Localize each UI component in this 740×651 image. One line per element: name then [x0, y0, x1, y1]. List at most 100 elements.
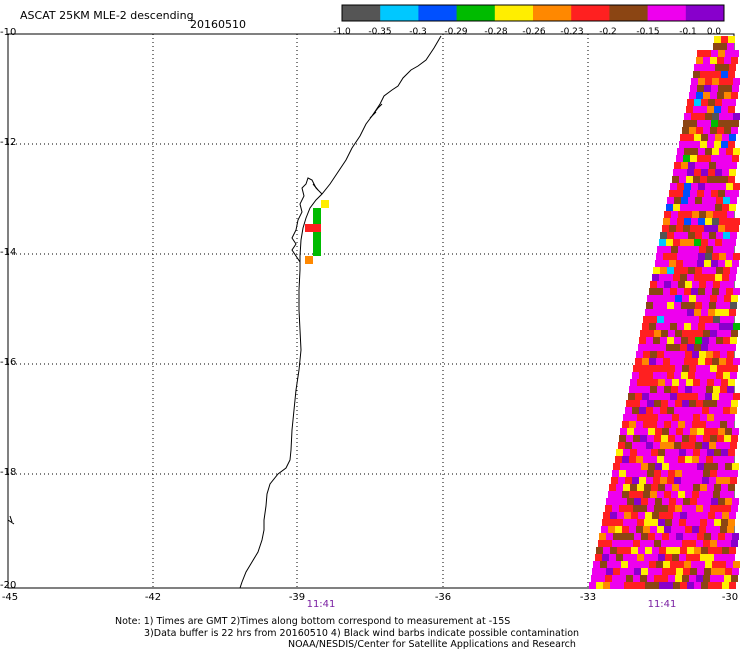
swath-cell	[696, 575, 703, 582]
swath-cell	[633, 365, 640, 372]
swath-cell	[638, 547, 645, 554]
swath-cell	[699, 456, 706, 463]
swath-cell	[717, 127, 724, 134]
swath-cell	[672, 176, 679, 183]
swath-cell	[698, 288, 705, 295]
swath-cell	[673, 547, 680, 554]
swath-cell	[706, 211, 713, 218]
swath-cell	[635, 393, 642, 400]
swath-cell	[717, 435, 724, 442]
swath-cell	[642, 561, 649, 568]
swath-cell	[728, 519, 735, 526]
swath-cell	[707, 554, 714, 561]
swath-cell	[730, 267, 737, 274]
swath-cell	[589, 582, 596, 589]
swath-cell	[686, 519, 693, 526]
swath-cell	[710, 470, 717, 477]
swath-cell	[591, 575, 598, 582]
swath-cell	[613, 498, 620, 505]
swath-cell	[672, 379, 679, 386]
swath-cell	[671, 281, 678, 288]
swath-cell	[703, 57, 710, 64]
swath-cell	[645, 512, 652, 519]
swath-cell	[670, 393, 677, 400]
swath-cell	[730, 197, 737, 204]
swath-cell	[664, 456, 671, 463]
swath-cell	[596, 547, 603, 554]
swath-cell	[636, 456, 643, 463]
swath-cell	[723, 232, 730, 239]
swath-cell	[611, 477, 618, 484]
swath-cell	[715, 64, 722, 71]
swath-cell	[664, 421, 671, 428]
swath-cell	[705, 113, 712, 120]
swath-cell	[723, 477, 730, 484]
swath-cell	[666, 309, 673, 316]
swath-cell	[685, 281, 692, 288]
swath-cell	[692, 386, 699, 393]
swath-cell	[704, 190, 711, 197]
swath-cell	[645, 582, 652, 589]
swath-cell	[673, 309, 680, 316]
swath-cell	[708, 512, 715, 519]
swath-cell	[641, 568, 648, 575]
swath-cell	[676, 568, 683, 575]
swath-cell	[626, 470, 633, 477]
swath-cell	[704, 428, 711, 435]
swath-cell	[702, 302, 709, 309]
swath-cell	[633, 575, 640, 582]
swath-cell	[619, 575, 626, 582]
swath-cell	[643, 386, 650, 393]
swath-cell	[713, 421, 720, 428]
swath-cell	[646, 407, 653, 414]
swath-cell	[626, 400, 633, 407]
swath-cell	[676, 428, 683, 435]
swath-cell	[667, 477, 674, 484]
swath-cell	[718, 50, 725, 57]
swath-cell	[707, 176, 714, 183]
swath-cell	[648, 428, 655, 435]
swath-cell	[654, 330, 661, 337]
swath-cell	[699, 526, 706, 533]
swath-cell	[657, 281, 664, 288]
swath-cell	[727, 316, 734, 323]
swath-cell	[700, 71, 707, 78]
swath-cell	[722, 134, 729, 141]
swath-cell	[703, 127, 710, 134]
swath-cell	[607, 561, 614, 568]
swath-cell	[695, 302, 702, 309]
swath-cell	[672, 449, 679, 456]
swath-cell	[637, 484, 644, 491]
swath-cell	[715, 309, 722, 316]
swath-cell	[690, 533, 697, 540]
swath-cell	[603, 547, 610, 554]
swath-cell	[729, 134, 736, 141]
swath-cell	[727, 281, 734, 288]
swath-cell	[728, 36, 735, 43]
swath-cell	[723, 197, 730, 204]
swath-cell	[668, 330, 675, 337]
swath-cell	[674, 407, 681, 414]
swath-cell	[713, 386, 720, 393]
swath-cell	[639, 442, 646, 449]
swath-cell	[671, 211, 678, 218]
swath-cell	[696, 505, 703, 512]
swath-cell	[696, 295, 703, 302]
swath-cell	[649, 358, 656, 365]
swath-cell	[713, 351, 720, 358]
swath-cell	[682, 575, 689, 582]
swath-cell	[651, 414, 658, 421]
swath-cell	[666, 204, 673, 211]
swath-cell	[623, 449, 630, 456]
swath-cell	[705, 393, 712, 400]
swath-cell	[668, 435, 675, 442]
swath-cell	[681, 302, 688, 309]
swath-cell	[692, 456, 699, 463]
swath-cell	[679, 484, 686, 491]
colorbar-segment	[533, 5, 572, 21]
swath-cell	[687, 134, 694, 141]
swath-cell	[688, 407, 695, 414]
swath-cell	[721, 484, 728, 491]
swath-cell	[642, 393, 649, 400]
swath-cell	[634, 428, 641, 435]
